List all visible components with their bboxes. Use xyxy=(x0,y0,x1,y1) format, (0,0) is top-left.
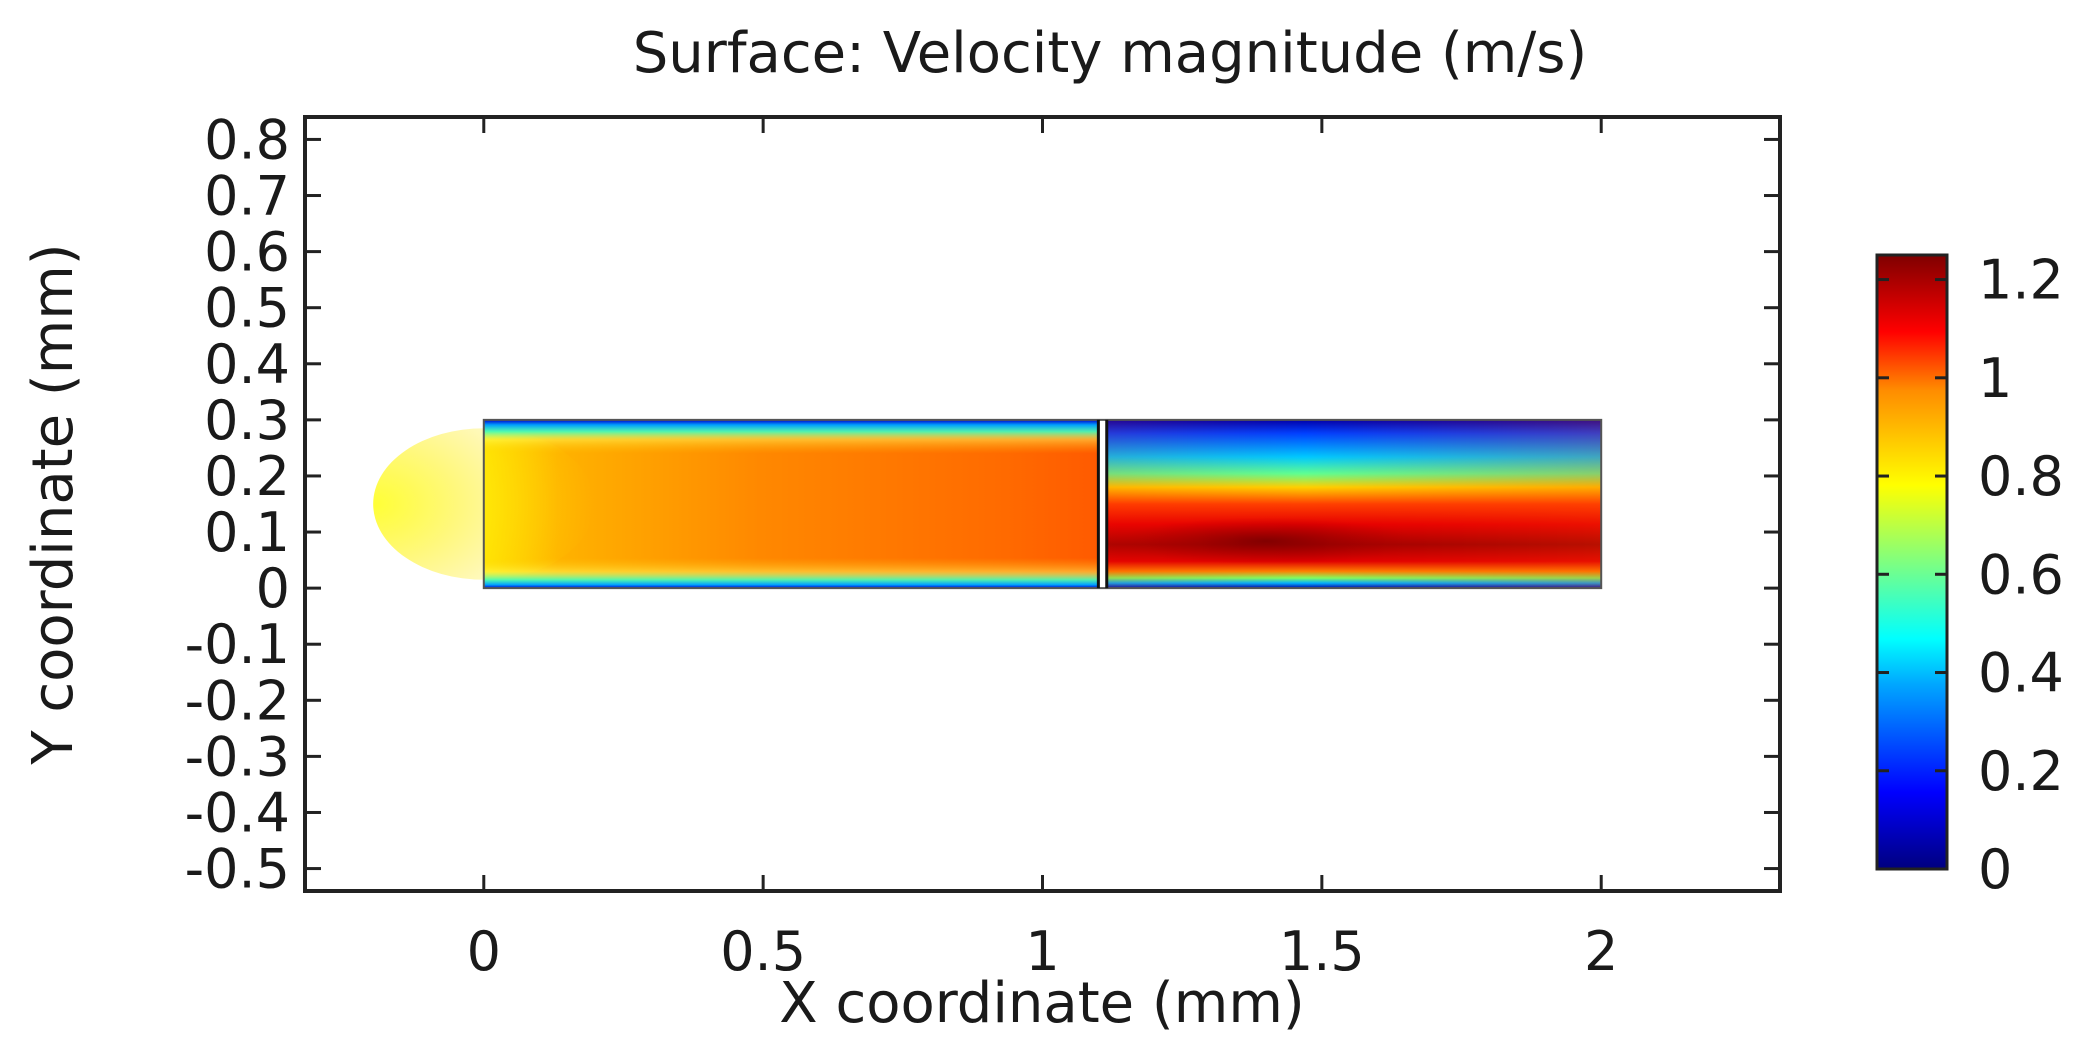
colorbar-tick-label: 0 xyxy=(1978,838,2012,901)
x-tick-label: 2 xyxy=(1584,920,1618,983)
x-tick-label: 0.5 xyxy=(720,920,806,983)
x-tick-labels: 0 0.5 1 1.5 2 xyxy=(467,920,1619,983)
y-tick-label: 0.2 xyxy=(204,445,290,508)
x-tick-label: 1.5 xyxy=(1279,920,1365,983)
chart-title: Surface: Velocity magnitude (m/s) xyxy=(633,21,1588,86)
y-axis-title: Y coordinate (mm) xyxy=(21,243,86,765)
colorbar-tick-label: 0.4 xyxy=(1978,642,2064,705)
colorbar xyxy=(1875,253,1949,871)
colorbar-tick-label: 1.2 xyxy=(1978,249,2064,312)
x-tick-label: 1 xyxy=(1025,920,1059,983)
section-2-shading xyxy=(1106,419,1602,589)
domain-outline xyxy=(482,418,1603,590)
y-tick-label: 0.4 xyxy=(204,333,290,396)
axis-ticks xyxy=(305,117,1780,891)
velocity-peak-region xyxy=(1117,517,1415,565)
colorbar-ticks: 0 0.2 0.4 0.6 0.8 1 1.2 xyxy=(1877,249,2064,901)
x-axis-title: X coordinate (mm) xyxy=(779,971,1304,1036)
colorbar-tick-label: 0.2 xyxy=(1978,740,2064,803)
y-tick-label: 0.5 xyxy=(204,277,290,340)
colorbar-tick-label: 0.8 xyxy=(1978,445,2064,508)
y-tick-label: 0.7 xyxy=(204,165,290,228)
colorbar-tick-label: 0.6 xyxy=(1978,543,2064,606)
y-tick-label: 0.1 xyxy=(204,501,290,564)
y-tick-label: -0.2 xyxy=(185,669,290,732)
y-tick-label: -0.4 xyxy=(185,781,290,844)
y-tick-label: -0.5 xyxy=(185,838,290,901)
y-tick-label: 0.6 xyxy=(204,221,290,284)
x-tick-label: 0 xyxy=(467,920,501,983)
colorbar-tick-label: 1 xyxy=(1978,347,2012,410)
y-tick-label: 0.3 xyxy=(204,389,290,452)
y-tick-label: -0.1 xyxy=(185,613,290,676)
velocity-field xyxy=(373,418,1603,590)
y-tick-label: 0 xyxy=(256,557,290,620)
y-tick-label: -0.3 xyxy=(185,725,290,788)
y-tick-label: 0.8 xyxy=(204,108,290,171)
y-tick-labels: 0.80.70.60.50.40.30.20.10-0.1-0.2-0.3-0.… xyxy=(185,108,290,900)
section-1-boundary-layers xyxy=(483,419,1099,589)
